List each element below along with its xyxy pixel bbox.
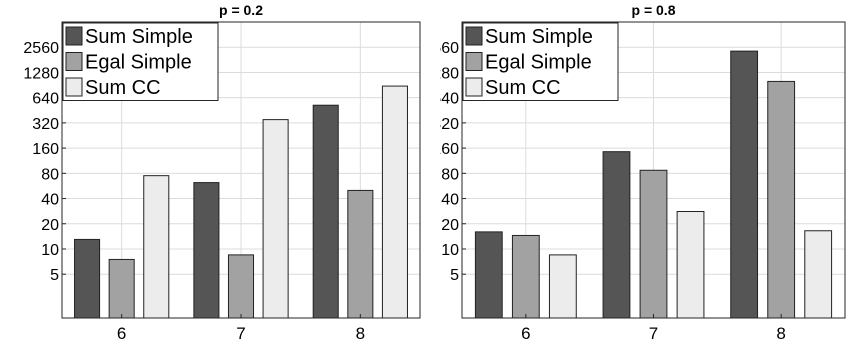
- legend-label: Sum CC: [85, 77, 161, 99]
- y-tick-label: 640: [32, 91, 59, 108]
- x-tick-label: 7: [236, 324, 245, 343]
- legend-swatch: [65, 77, 83, 97]
- y-tick-label: 80: [441, 166, 459, 183]
- y-tick-label: 640: [440, 91, 459, 108]
- x-tick-label: 6: [117, 324, 126, 343]
- y-tick-label: 20: [441, 217, 459, 234]
- bar-sum-simple-8: [312, 104, 339, 319]
- legend-label: Egal Simple: [485, 52, 592, 74]
- bar-egal-simple-6: [511, 234, 540, 319]
- y-tick-label: 1280: [23, 65, 59, 82]
- bar-egal-simple-7: [227, 254, 255, 319]
- x-tick-label: 7: [649, 324, 658, 343]
- legend-swatch: [65, 52, 83, 71]
- legend-label: Sum CC: [485, 77, 561, 99]
- y-tick-label: 20: [41, 217, 59, 234]
- bar-sum-simple-6: [474, 231, 503, 319]
- bar-sum-simple-7: [193, 182, 220, 319]
- y-tick-label: 80: [41, 166, 59, 183]
- legend-label: Sum Simple: [485, 26, 593, 48]
- chart-panel-right: p = 0.8 5 10 20 40 80 160 320 640 1280 2560 6 7 8 Sum …: [423, 0, 857, 343]
- bar-sum-cc-7: [262, 119, 289, 319]
- y-tick-label: 2560: [440, 40, 459, 57]
- y-tick-label: 320: [32, 116, 59, 133]
- bar-sum-cc-7: [676, 211, 705, 319]
- legend-swatch: [465, 77, 483, 97]
- legend-box: [462, 22, 619, 101]
- y-tick-label: 1280: [440, 65, 459, 82]
- y-tick-label: 2560: [23, 40, 59, 57]
- y-tick-label: 320: [440, 116, 459, 133]
- chart-title: p = 0.8: [632, 2, 676, 18]
- bar-sum-cc-8: [804, 230, 833, 319]
- bar-sum-cc-8: [381, 85, 408, 319]
- bar-sum-simple-6: [74, 238, 101, 319]
- x-tick-label: 8: [776, 324, 785, 343]
- y-tick-label: 10: [41, 242, 59, 259]
- bar-sum-simple-8: [730, 50, 759, 319]
- bar-egal-simple-7: [639, 169, 668, 319]
- bar-sum-cc-6: [143, 175, 170, 319]
- y-tick-label: 40: [441, 192, 459, 209]
- y-tick-label: 10: [441, 242, 459, 259]
- legend: Sum Simple Egal Simple Sum CC: [462, 22, 619, 101]
- x-tick-label: 8: [356, 324, 365, 343]
- bar-egal-simple-8: [347, 189, 374, 319]
- chart-right: p = 0.8 5 10 20 40 80 160 320 640 1280 2560 6 7 8 Sum …: [423, 2, 846, 343]
- legend: Sum Simple Egal Simple Sum CC: [62, 22, 219, 101]
- bar-egal-simple-8: [767, 80, 796, 319]
- legend-box: [62, 22, 219, 101]
- y-tick-label: 160: [440, 141, 459, 158]
- chart-left: p = 0.2 5 10 20 40 80 160 320 640 1280 2560 6 7 8 Sum …: [23, 2, 421, 343]
- legend-label: Sum Simple: [85, 26, 193, 48]
- legend-swatch: [465, 26, 483, 46]
- bar-egal-simple-6: [108, 258, 135, 319]
- bar-sum-simple-7: [602, 151, 631, 319]
- y-tick-label: 160: [32, 141, 59, 158]
- chart-panel-left: p = 0.2 5 10 20 40 80 160 320 640 1280 2560 6 7 8 Sum …: [0, 0, 430, 343]
- legend-label: Egal Simple: [85, 52, 192, 74]
- x-tick-label: 6: [521, 324, 530, 343]
- bar-sum-cc-6: [548, 254, 577, 319]
- chart-title: p = 0.2: [219, 2, 263, 18]
- y-tick-label: 40: [41, 192, 59, 209]
- legend-swatch: [465, 52, 483, 71]
- legend-swatch: [65, 26, 83, 46]
- y-tick-label: 5: [50, 267, 59, 284]
- y-tick-label: 5: [450, 267, 459, 284]
